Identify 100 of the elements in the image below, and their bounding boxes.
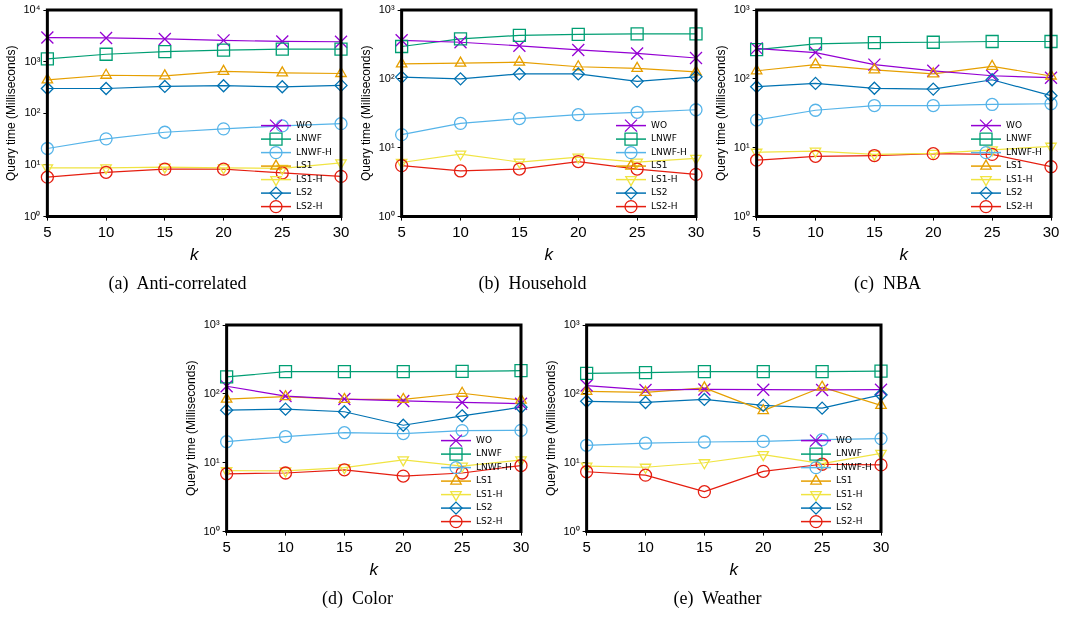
point	[515, 393, 527, 404]
legend-label: LS1-H	[836, 488, 863, 499]
point	[579, 366, 594, 380]
x-axis-title: k	[899, 244, 910, 264]
x-tick-label: 10	[277, 537, 294, 555]
legend-label: LS1-H	[296, 173, 323, 184]
x-tick-label: 20	[569, 222, 587, 240]
y-tick-label: 10²	[203, 386, 220, 399]
x-tick-label: 10	[97, 222, 115, 240]
point	[875, 449, 887, 460]
point	[40, 141, 55, 156]
point	[808, 76, 823, 91]
point	[396, 426, 410, 441]
text: (a) Anti-correlated	[107, 273, 248, 294]
point	[815, 401, 829, 415]
point	[630, 162, 644, 176]
point	[454, 150, 467, 161]
point	[453, 164, 468, 178]
point	[220, 392, 233, 403]
point	[216, 33, 231, 48]
legend-label: LS1	[651, 160, 668, 171]
point	[631, 158, 643, 169]
point	[394, 127, 409, 142]
point	[926, 98, 940, 113]
y-tick-label: 10¹	[203, 455, 220, 468]
x-tick-label: 15	[696, 537, 713, 555]
point	[571, 43, 585, 57]
x-tick-label: 20	[394, 537, 412, 555]
y-tick-label: 10¹	[563, 455, 580, 468]
point	[1045, 142, 1057, 153]
point	[749, 80, 764, 94]
point	[808, 103, 823, 117]
point	[334, 169, 348, 184]
text: (d) Color	[321, 588, 394, 609]
point	[455, 395, 469, 410]
legend-label: LS1	[836, 475, 853, 486]
point	[809, 147, 822, 158]
x-tick-label: 15	[156, 222, 174, 240]
point	[698, 459, 711, 470]
x-tick-label: 5	[397, 222, 406, 240]
legend-label: WO	[1006, 119, 1022, 130]
point	[158, 125, 172, 139]
point	[867, 98, 882, 113]
point	[219, 435, 234, 449]
point	[816, 380, 828, 391]
point	[453, 116, 468, 130]
point	[985, 69, 999, 83]
point	[630, 105, 644, 119]
point	[334, 78, 348, 93]
legend-label: LS1-H	[476, 488, 503, 499]
legend-label: WO	[476, 434, 492, 445]
x-tick-label: 25	[628, 222, 646, 240]
text: (b) Household	[477, 273, 588, 294]
point	[158, 69, 171, 80]
y-tick-label: 10³	[378, 3, 395, 16]
point	[580, 384, 593, 395]
legend-label: LNWF-H	[651, 146, 687, 157]
point	[276, 66, 289, 77]
y-tick-label: 10²	[563, 386, 580, 399]
point	[985, 97, 999, 112]
y-tick-label: 10³	[733, 3, 750, 16]
y-tick-label: 10⁰	[733, 209, 750, 222]
point	[926, 35, 940, 49]
point	[334, 42, 348, 56]
point	[275, 42, 289, 56]
point	[756, 383, 770, 397]
point	[99, 47, 113, 61]
point	[219, 379, 234, 393]
x-tick-label: 30	[1042, 222, 1060, 240]
x-tick-label: 30	[332, 222, 350, 240]
point	[926, 82, 940, 96]
point	[630, 74, 644, 89]
legend-label: LS1-H	[1006, 173, 1033, 184]
point	[757, 451, 770, 462]
point	[394, 70, 409, 84]
point	[158, 79, 172, 94]
point	[275, 119, 289, 133]
legend-label: LS2-H	[651, 200, 678, 211]
point	[874, 458, 888, 472]
point	[697, 485, 712, 499]
point	[278, 365, 293, 379]
x-tick-label: 15	[511, 222, 528, 240]
point	[689, 70, 703, 84]
legend-label: LS1-H	[651, 173, 678, 184]
point	[275, 166, 289, 180]
point	[396, 394, 410, 408]
point	[689, 167, 703, 182]
point	[986, 59, 998, 70]
point	[867, 81, 882, 95]
point	[571, 154, 585, 169]
point	[513, 55, 526, 66]
point	[512, 39, 527, 53]
point	[749, 113, 764, 127]
point	[809, 57, 822, 69]
legend-label: LS2	[1006, 187, 1023, 198]
point	[697, 392, 712, 407]
point	[749, 153, 764, 167]
point	[455, 364, 469, 379]
legend-label: LNWF	[651, 133, 677, 144]
point	[697, 382, 712, 397]
